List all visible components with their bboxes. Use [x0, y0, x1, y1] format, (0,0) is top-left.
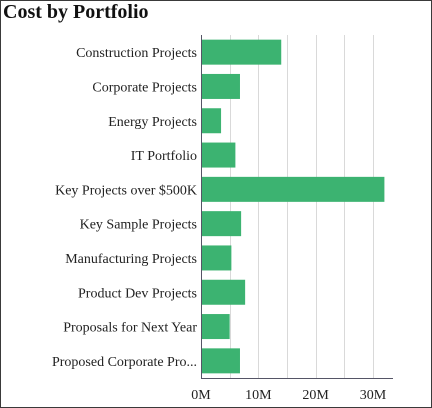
- x-tick-label: 20M: [302, 388, 329, 403]
- x-tick-label: 10M: [245, 388, 272, 403]
- chart-title: Cost by Portfolio: [3, 1, 149, 23]
- category-label: Proposed Corporate Pro...: [52, 355, 197, 370]
- bar[interactable]: [202, 73, 240, 99]
- category-labels: Construction Projects Corporate Projects E…: [52, 46, 197, 370]
- bar[interactable]: [202, 39, 282, 65]
- x-tick-label: 30M: [360, 388, 387, 403]
- category-label: IT Portfolio: [131, 149, 197, 164]
- category-label: Proposals for Next Year: [63, 321, 197, 336]
- bar[interactable]: [202, 108, 222, 134]
- bar[interactable]: [202, 211, 242, 237]
- axes: [201, 35, 393, 379]
- x-tick-labels: 0M 10M 20M 30M: [191, 388, 386, 403]
- category-label: Key Projects over $500K: [55, 183, 197, 198]
- bar[interactable]: [202, 279, 246, 305]
- category-label: Manufacturing Projects: [65, 252, 197, 267]
- category-label: Construction Projects: [76, 46, 197, 61]
- category-label: Product Dev Projects: [78, 286, 197, 301]
- bar[interactable]: [202, 142, 236, 168]
- category-label: Energy Projects: [108, 115, 197, 130]
- x-tick-label: 0M: [191, 388, 211, 403]
- category-label: Corporate Projects: [92, 80, 197, 95]
- bar[interactable]: [202, 314, 230, 340]
- bars: [202, 39, 385, 374]
- bar[interactable]: [202, 245, 232, 271]
- bar[interactable]: [202, 348, 240, 374]
- category-label: Key Sample Projects: [80, 218, 197, 233]
- bar[interactable]: [202, 176, 385, 202]
